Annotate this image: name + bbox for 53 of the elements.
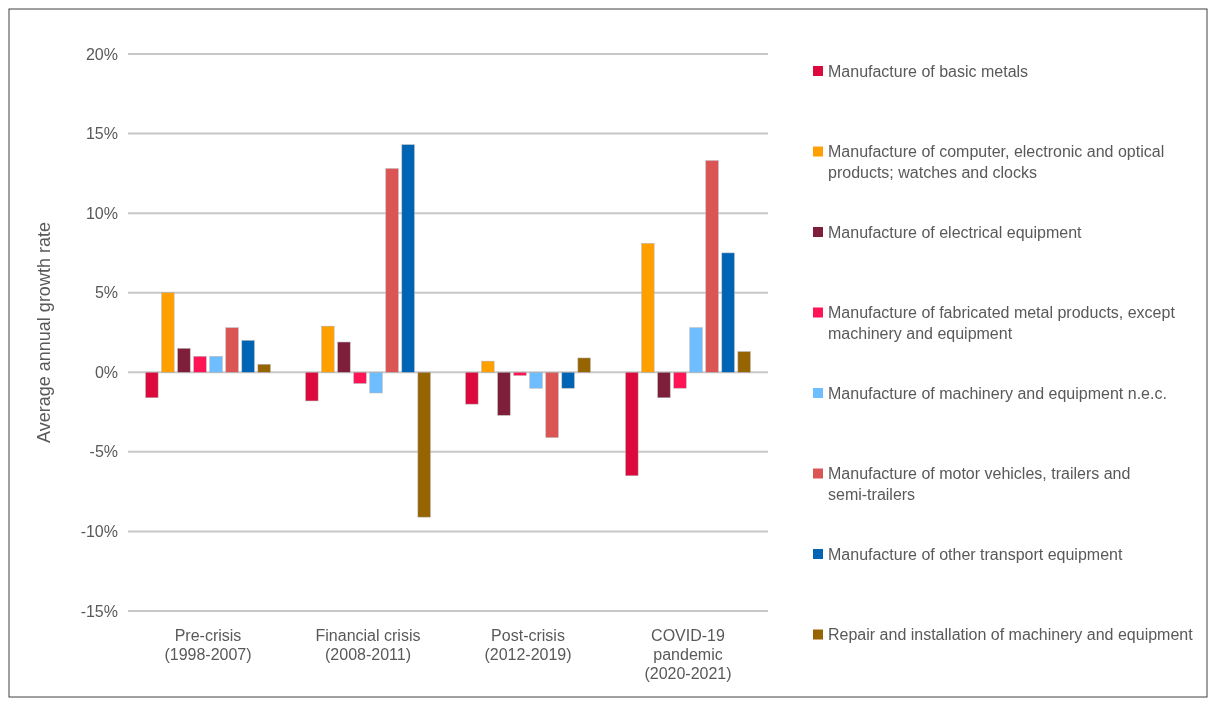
- y-tick-label: 20%: [85, 45, 118, 63]
- bar: [177, 348, 191, 373]
- bar: [385, 168, 399, 373]
- bar: [305, 372, 319, 402]
- bar: [225, 327, 239, 373]
- bar: [257, 364, 271, 373]
- x-tick-label: COVID-19 pandemic (2020-2021): [644, 627, 732, 683]
- y-tick-label: 0%: [94, 363, 118, 381]
- bar: [545, 372, 559, 438]
- x-tick-label: Pre-crisis (1998-2007): [164, 627, 252, 664]
- y-tick-label: 5%: [94, 284, 118, 302]
- bar: [641, 243, 655, 373]
- bar: [657, 372, 671, 398]
- bar: [353, 372, 367, 384]
- bar: [241, 340, 255, 373]
- bar: [337, 341, 351, 373]
- bar: [161, 292, 175, 373]
- y-tick-label: 10%: [85, 204, 118, 222]
- x-tick-label: Financial crisis (2008-2011): [315, 627, 421, 664]
- legend-label: Manufacture of fabricated metal products, except machinery and equipment: [828, 304, 1176, 342]
- bar: [145, 372, 159, 398]
- bar: [401, 144, 415, 373]
- bar: [209, 356, 223, 373]
- y-axis-title: Average annual growth rate: [34, 222, 54, 443]
- legend-label: Manufacture of electrical equipment: [828, 223, 1083, 241]
- y-tick-label: 15%: [85, 125, 118, 143]
- bar: [481, 360, 495, 373]
- bar: [529, 372, 543, 389]
- bar: [689, 327, 703, 373]
- y-tick-label: -5%: [89, 443, 118, 461]
- bar: [497, 372, 511, 416]
- bar: [625, 372, 639, 476]
- bar: [577, 357, 591, 373]
- bar: [193, 356, 207, 373]
- bar: [561, 372, 575, 389]
- bar: [737, 351, 751, 373]
- legend-label: Manufacture of machinery and equipment n.e.c.: [828, 384, 1167, 402]
- bar: [705, 160, 719, 373]
- x-tick-label: Post-crisis (2012-2019): [484, 627, 572, 664]
- bar: [369, 372, 383, 394]
- bar: [673, 372, 687, 389]
- legend-label: Manufacture of basic metals: [828, 62, 1029, 80]
- y-tick-label: -10%: [80, 523, 118, 541]
- bar: [513, 372, 527, 376]
- legend-label: Manufacture of other transport equipment: [828, 545, 1123, 563]
- bar: [721, 252, 735, 373]
- y-tick-label: -15%: [80, 602, 118, 620]
- legend-label: Repair and installation of machinery and equipment: [828, 626, 1194, 644]
- bar: [321, 325, 335, 373]
- bar: [465, 372, 479, 405]
- legend-label: Manufacture of computer, electronic and optical products; watches and clocks: [828, 143, 1165, 181]
- legend-label: Manufacture of motor vehicles, trailers and semi-trailers: [828, 465, 1131, 503]
- bar: [417, 372, 431, 518]
